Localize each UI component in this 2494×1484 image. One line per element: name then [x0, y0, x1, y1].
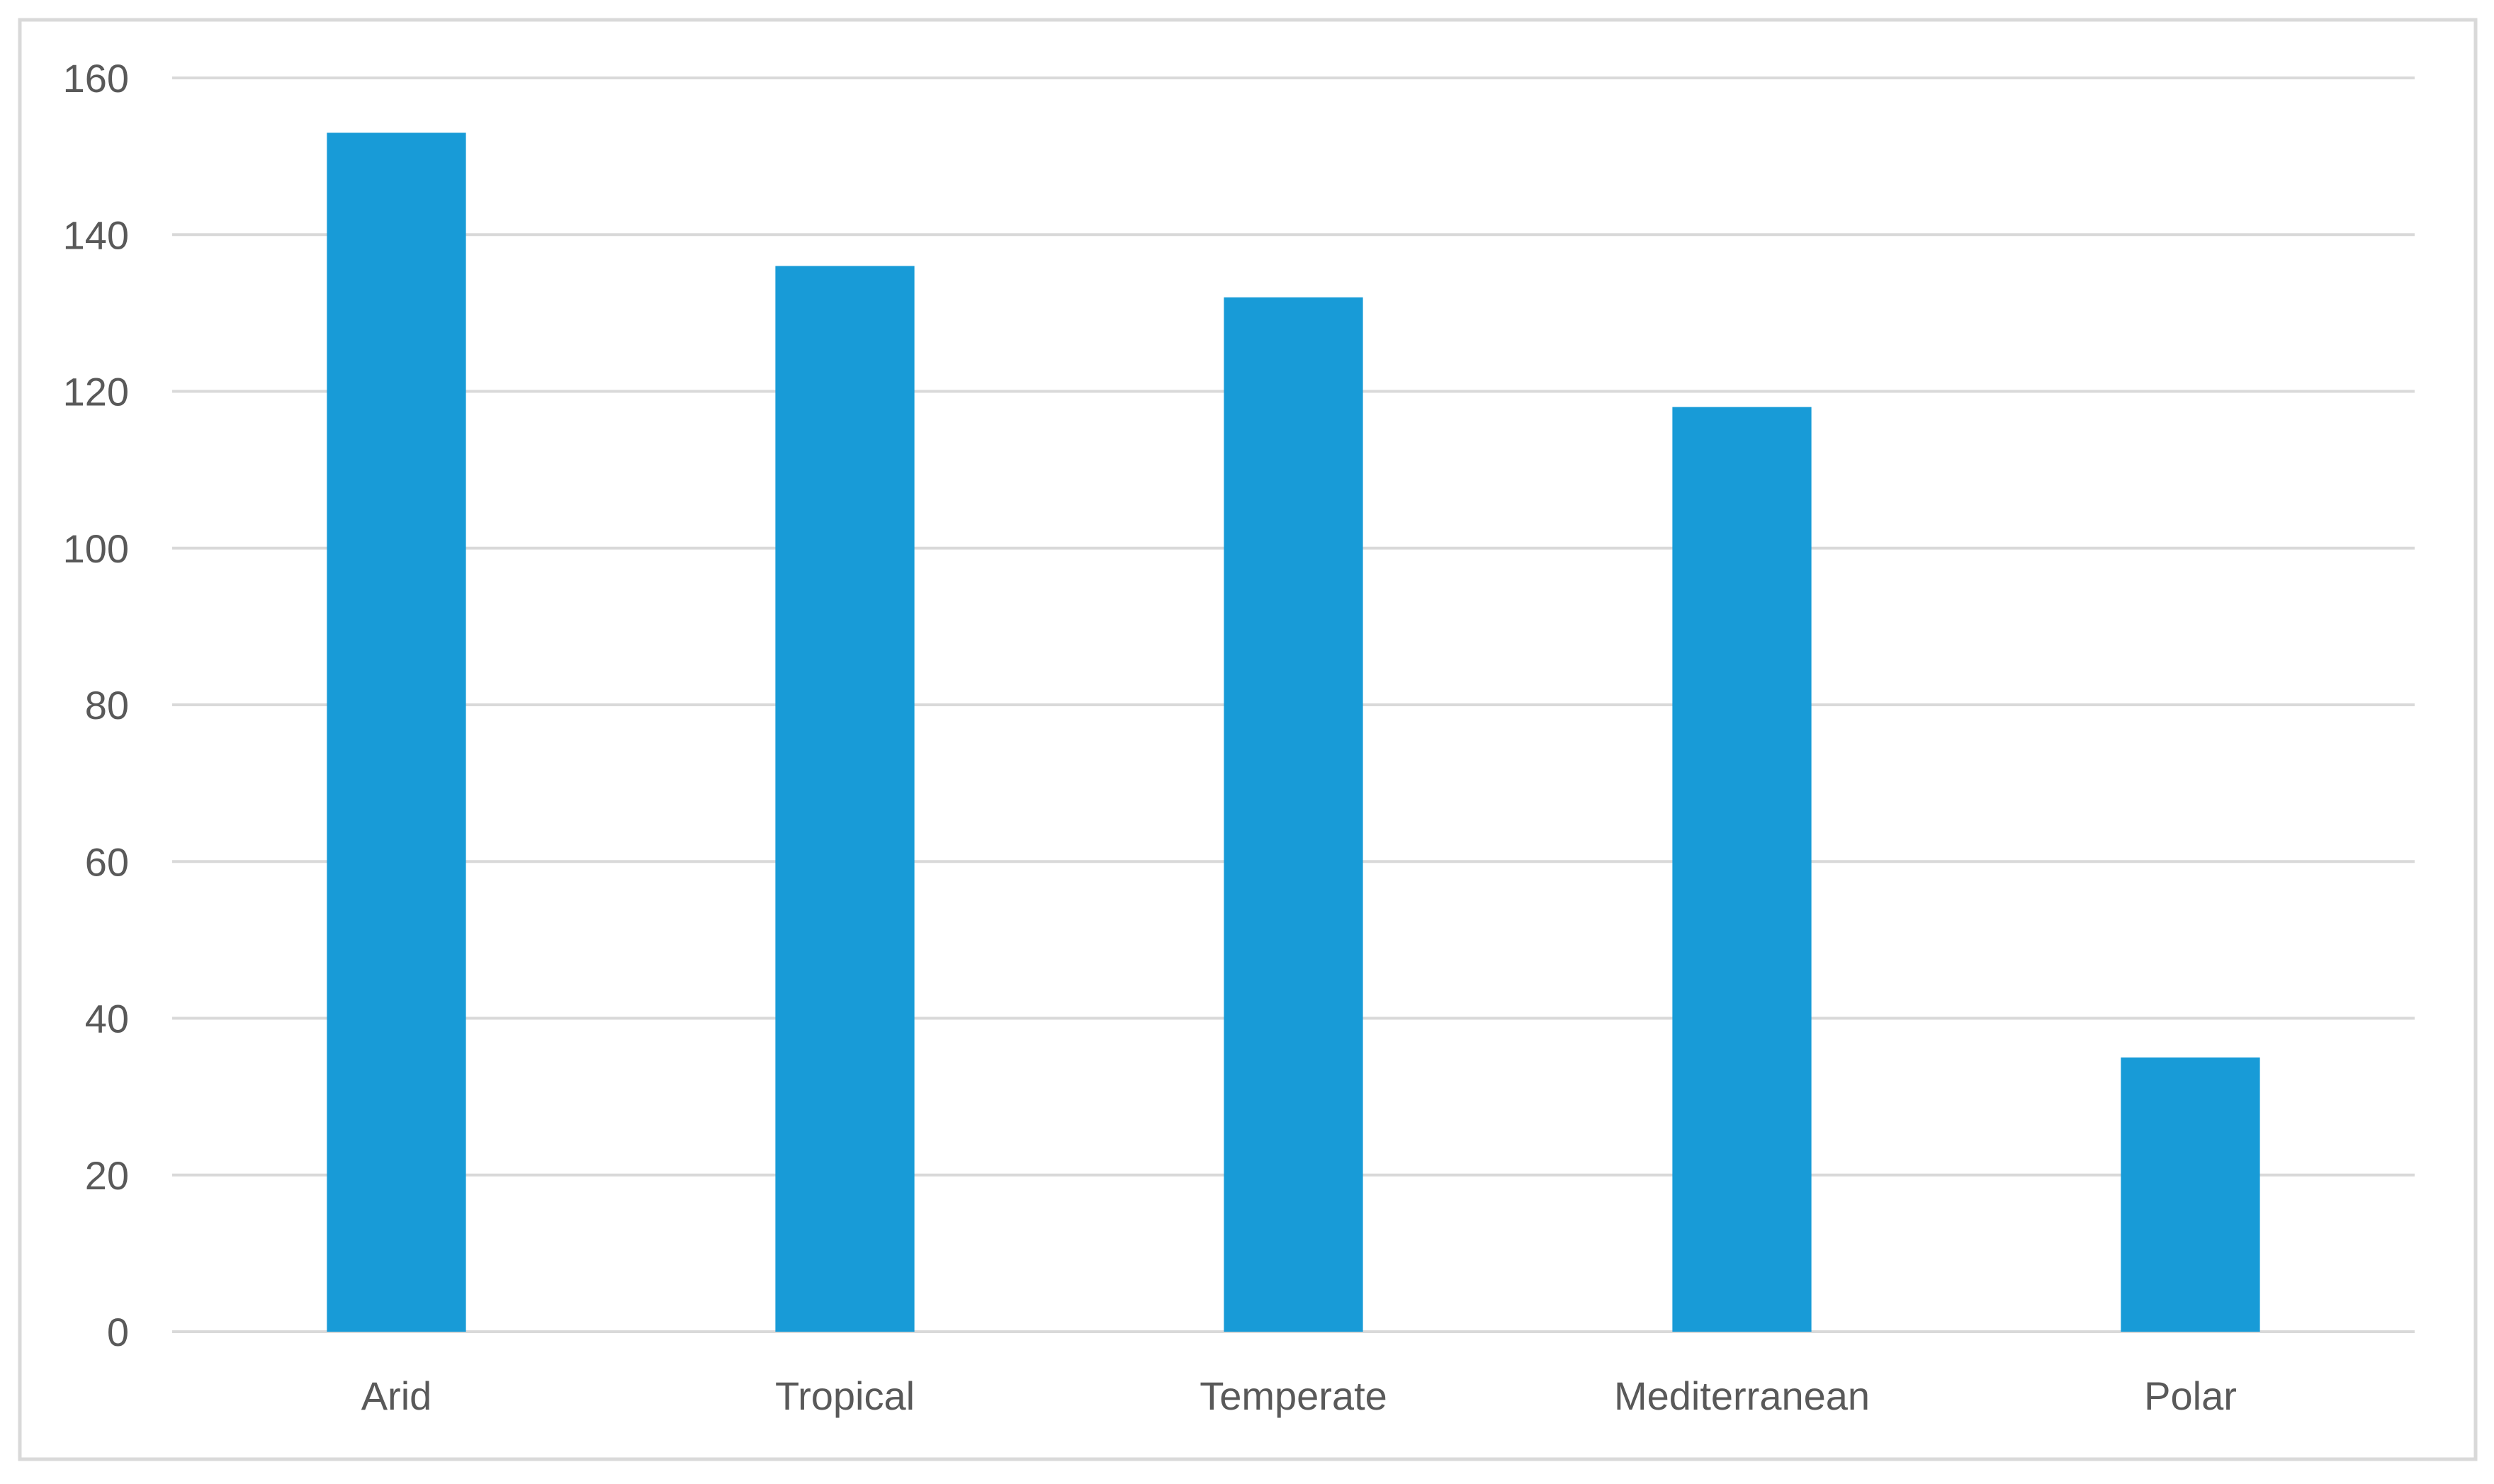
x-tick-label: Tropical	[775, 1373, 915, 1418]
y-tick-label: 60	[85, 839, 129, 884]
bar-polar	[2121, 1057, 2260, 1332]
y-tick-label: 100	[63, 526, 129, 571]
x-tick-label: Mediterranean	[1614, 1373, 1870, 1418]
y-tick-label: 120	[63, 370, 129, 414]
bar-arid	[327, 132, 466, 1332]
bars	[327, 132, 2260, 1332]
y-tick-label: 40	[85, 997, 129, 1041]
bar-tropical	[775, 266, 915, 1332]
x-tick-label: Arid	[361, 1373, 432, 1418]
y-tick-label: 140	[63, 213, 129, 257]
x-axis-tick-labels: Arid Tropical Temperate Mediterranean Polar	[361, 1373, 2237, 1418]
y-axis-tick-labels: 0 20 40 60 80 100 120 140 160	[63, 56, 129, 1354]
y-tick-label: 160	[63, 56, 129, 101]
y-tick-label: 0	[107, 1310, 129, 1354]
y-tick-label: 80	[85, 683, 129, 727]
y-tick-label: 20	[85, 1153, 129, 1198]
bar-temperate	[1224, 297, 1363, 1332]
x-tick-label: Polar	[2144, 1373, 2237, 1418]
x-tick-label: Temperate	[1200, 1373, 1387, 1418]
bar-mediterranean	[1672, 407, 1812, 1332]
